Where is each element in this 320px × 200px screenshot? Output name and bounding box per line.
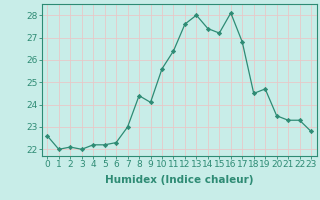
X-axis label: Humidex (Indice chaleur): Humidex (Indice chaleur) bbox=[105, 175, 253, 185]
